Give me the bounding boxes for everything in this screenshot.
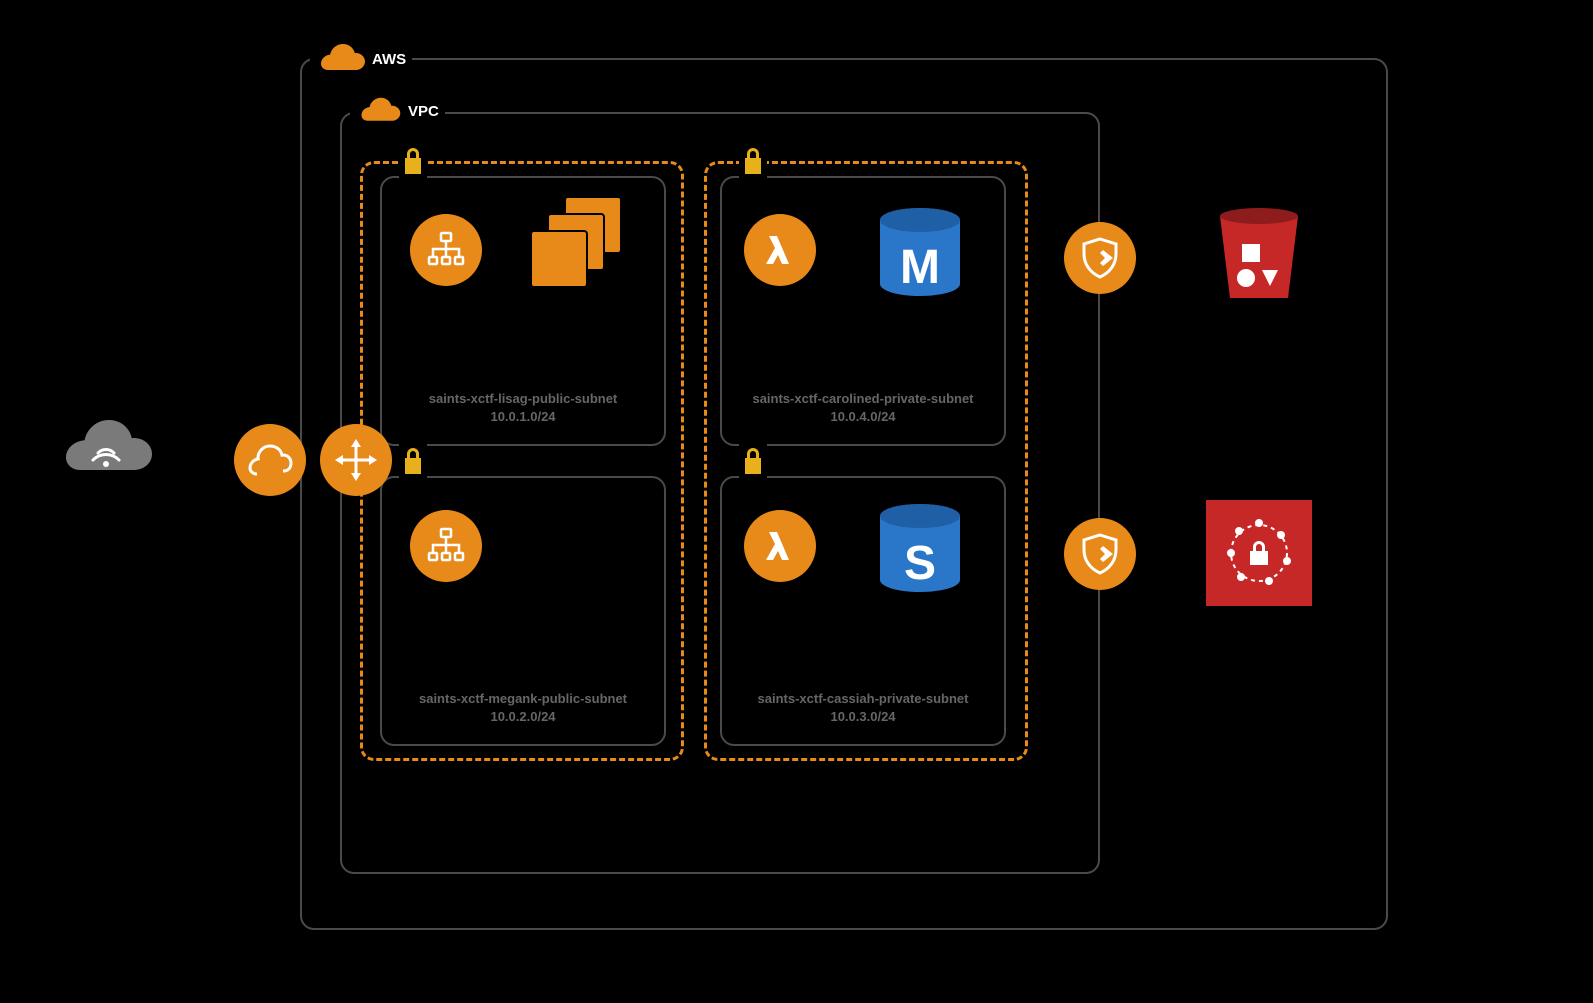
subnet-bl-name: saints-xctf-megank-public-subnet (382, 690, 664, 708)
lock-icon (739, 144, 767, 178)
subnet-tr-cidr: 10.0.4.0/24 (722, 408, 1004, 426)
internet-cloud-icon (56, 410, 156, 490)
lambda-icon (744, 214, 816, 286)
aws-label-text: AWS (372, 51, 406, 68)
subnet-tl-name: saints-xctf-lisag-public-subnet (382, 390, 664, 408)
subnet-br-name: saints-xctf-cassiah-private-subnet (722, 690, 1004, 708)
subnet-bl: saints-xctf-megank-public-subnet 10.0.2.… (380, 476, 666, 746)
rds-mysql-icon: M (876, 206, 964, 298)
internet-gateway-icon (320, 424, 392, 496)
elb-icon (410, 510, 482, 582)
route53-icon (234, 424, 306, 496)
security-group-icon (1064, 518, 1136, 590)
elb-icon (410, 214, 482, 286)
secrets-manager-icon (1206, 500, 1312, 606)
cloud-icon (356, 96, 404, 126)
s3-bucket-icon (1206, 204, 1312, 310)
vpc-label-text: VPC (408, 103, 439, 120)
rds-replica-icon: S (876, 502, 964, 594)
lock-icon (399, 144, 427, 178)
subnet-bl-cidr: 10.0.2.0/24 (382, 708, 664, 726)
lock-icon (399, 444, 427, 478)
subnet-br-cidr: 10.0.3.0/24 (722, 708, 1004, 726)
db-letter-s: S (876, 536, 964, 591)
lock-icon (739, 444, 767, 478)
vpc-label: VPC (350, 96, 445, 126)
db-letter-m: M (876, 240, 964, 295)
cloud-icon (316, 42, 368, 76)
aws-label: AWS (310, 42, 412, 76)
subnet-tl-cidr: 10.0.1.0/24 (382, 408, 664, 426)
subnet-tr-name: saints-xctf-carolined-private-subnet (722, 390, 1004, 408)
ec2-instances-icon (530, 196, 630, 296)
lambda-icon (744, 510, 816, 582)
security-group-icon (1064, 222, 1136, 294)
